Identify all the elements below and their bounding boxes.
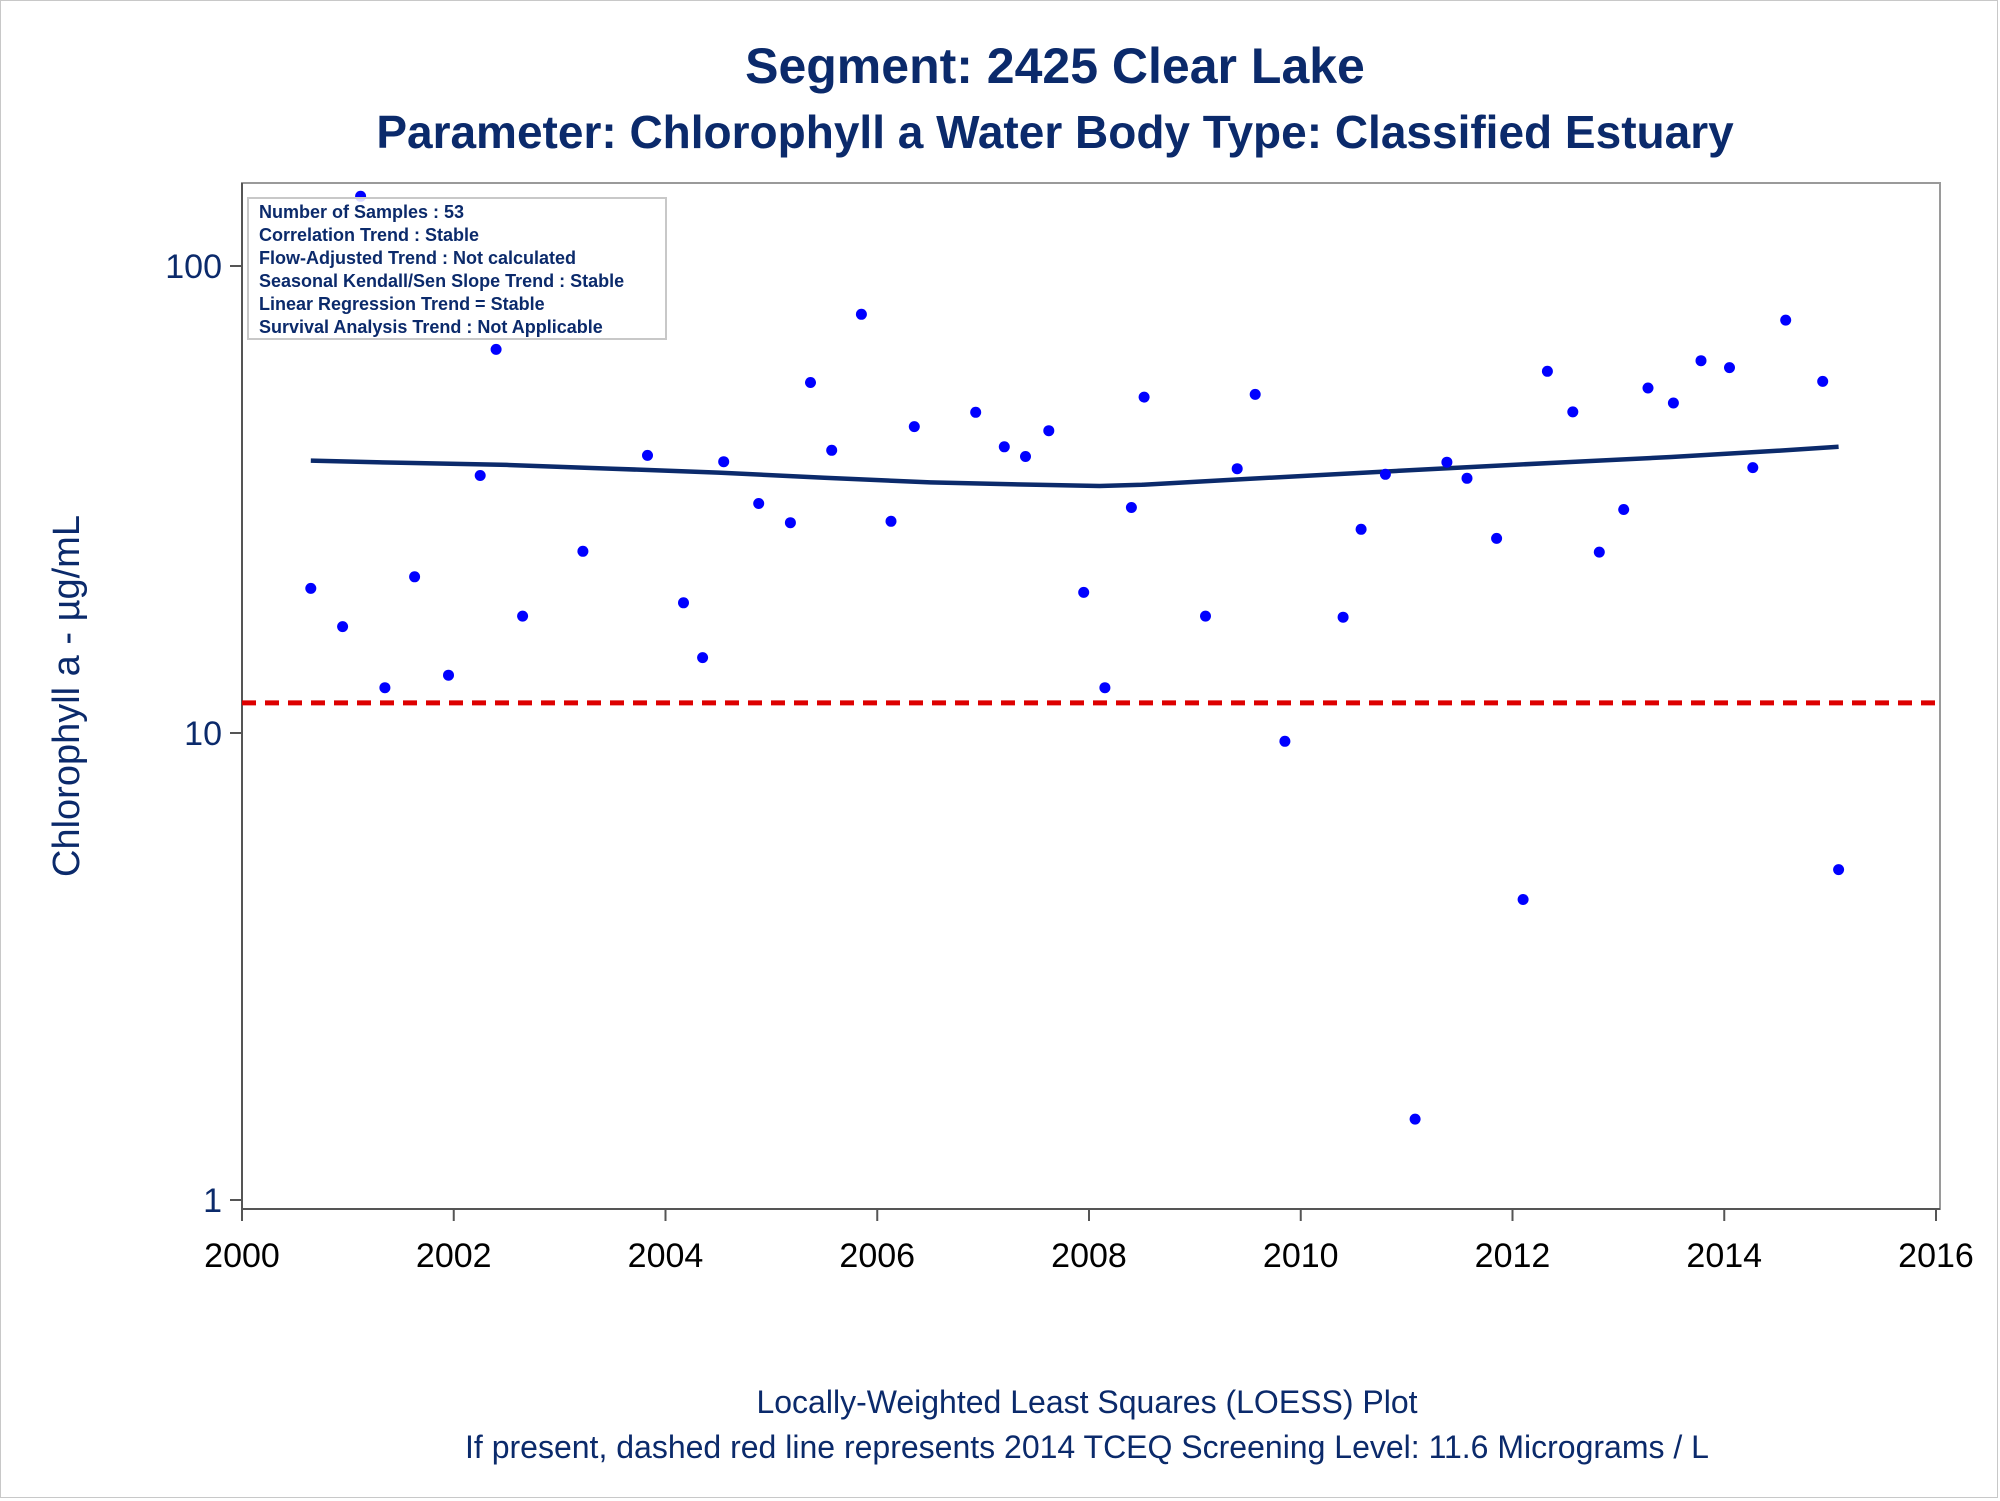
data-point bbox=[1337, 611, 1349, 623]
data-point bbox=[1667, 397, 1679, 409]
data-point bbox=[1780, 314, 1792, 326]
x-tick-label: 2006 bbox=[839, 1237, 915, 1275]
data-point bbox=[1833, 864, 1845, 876]
data-point bbox=[337, 621, 349, 633]
data-point bbox=[1355, 523, 1367, 535]
data-point bbox=[474, 470, 486, 481]
stats-box-border bbox=[247, 197, 667, 340]
data-point bbox=[805, 377, 816, 388]
data-point bbox=[1747, 462, 1759, 474]
data-point bbox=[305, 582, 317, 594]
data-point bbox=[970, 406, 982, 418]
data-point bbox=[753, 498, 765, 509]
stats-line-samples: Number of Samples : 53 bbox=[259, 202, 464, 222]
data-point bbox=[577, 545, 589, 557]
data-point bbox=[908, 421, 920, 433]
data-point bbox=[826, 444, 838, 456]
data-point bbox=[1249, 388, 1261, 400]
y-axis: 1 10 100 bbox=[165, 183, 243, 1220]
stats-line-correlation: Correlation Trend : Stable bbox=[259, 225, 479, 245]
stats-line-survival: Survival Analysis Trend : Not Applicable bbox=[259, 317, 603, 337]
data-point bbox=[1593, 546, 1605, 558]
data-point bbox=[1231, 463, 1243, 475]
data-point bbox=[1078, 586, 1090, 598]
x-tick-label: 2002 bbox=[416, 1237, 492, 1275]
data-point bbox=[1138, 391, 1150, 403]
points-group bbox=[305, 190, 1845, 1125]
data-point bbox=[1020, 451, 1031, 462]
data-point bbox=[443, 669, 454, 681]
y-tick-label: 1 bbox=[203, 1182, 222, 1220]
data-point bbox=[379, 682, 391, 694]
data-point bbox=[718, 456, 730, 468]
data-point bbox=[784, 517, 796, 529]
y-tick-label: 10 bbox=[184, 715, 222, 753]
loess-group bbox=[310, 444, 1839, 489]
data-point bbox=[490, 343, 502, 355]
data-point bbox=[1200, 610, 1211, 622]
loess-line bbox=[310, 444, 1839, 489]
x-axis: 2000 2002 2004 2006 2008 2010 2012 2014 2016 bbox=[204, 1208, 1974, 1275]
data-point bbox=[642, 449, 653, 461]
x-tick-label: 2000 bbox=[204, 1237, 280, 1275]
data-point bbox=[1125, 502, 1137, 513]
chart-subtitle: Parameter: Chlorophyll a Water Body Type… bbox=[376, 106, 1734, 158]
chart-title: Segment: 2425 Clear Lake bbox=[745, 38, 1365, 94]
stats-line-flow: Flow-Adjusted Trend : Not calculated bbox=[259, 248, 576, 268]
data-point bbox=[409, 571, 421, 583]
x-tick-label: 2012 bbox=[1475, 1237, 1551, 1275]
x-tick-label: 2004 bbox=[628, 1237, 704, 1275]
data-point bbox=[1642, 382, 1654, 394]
stats-box: Number of Samples : 53 Correlation Trend… bbox=[247, 197, 667, 340]
data-point bbox=[1279, 735, 1291, 747]
data-point bbox=[697, 652, 709, 664]
data-point bbox=[1567, 406, 1579, 418]
x-tick-label: 2010 bbox=[1263, 1237, 1339, 1275]
data-point bbox=[1441, 456, 1453, 468]
data-point bbox=[1817, 375, 1829, 387]
data-point bbox=[855, 308, 867, 320]
data-point bbox=[1043, 425, 1055, 437]
data-point bbox=[1517, 894, 1529, 905]
data-point bbox=[1724, 362, 1735, 374]
data-point bbox=[1618, 504, 1630, 515]
data-point bbox=[1541, 365, 1553, 377]
data-point bbox=[1379, 468, 1391, 480]
data-point bbox=[1409, 1113, 1421, 1125]
data-point bbox=[1491, 532, 1503, 544]
y-axis-label: Chlorophyll a - µg/mL bbox=[46, 515, 88, 877]
data-point bbox=[517, 610, 529, 622]
data-point bbox=[1695, 355, 1707, 367]
data-point bbox=[998, 441, 1010, 453]
x-tick-label: 2008 bbox=[1051, 1237, 1127, 1275]
data-point bbox=[885, 515, 897, 527]
x-tick-label: 2014 bbox=[1686, 1237, 1762, 1275]
data-point bbox=[1099, 682, 1111, 694]
data-point bbox=[1461, 472, 1473, 484]
data-point bbox=[678, 597, 689, 609]
footnote-screening: If present, dashed red line represents 2… bbox=[465, 1429, 1709, 1465]
x-tick-label: 2016 bbox=[1898, 1237, 1974, 1275]
stats-line-kendall: Seasonal Kendall/Sen Slope Trend : Stabl… bbox=[259, 271, 624, 291]
stats-line-regression: Linear Regression Trend = Stable bbox=[259, 294, 545, 314]
footnote-loess: Locally-Weighted Least Squares (LOESS) P… bbox=[756, 1384, 1417, 1420]
y-tick-label: 100 bbox=[165, 248, 222, 286]
